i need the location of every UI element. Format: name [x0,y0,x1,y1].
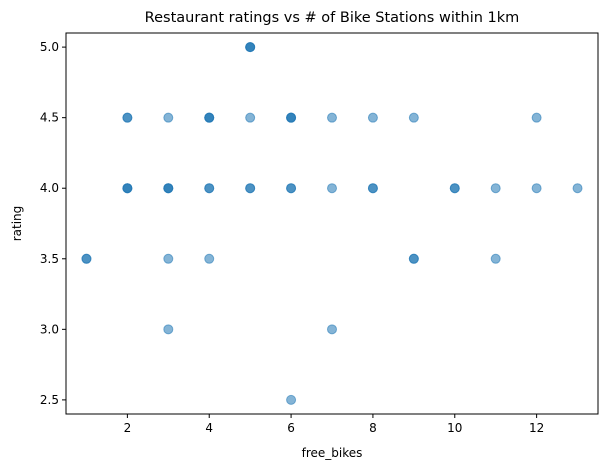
data-point [531,183,542,194]
data-point [122,112,133,123]
points-layer [81,42,583,405]
y-tick-label: 3.5 [40,252,59,266]
x-tick-label: 6 [287,421,295,435]
data-point [163,183,174,194]
data-point [163,253,174,264]
data-point [327,324,337,335]
data-point [286,394,297,405]
data-point [245,42,256,53]
y-tick-label: 3.0 [40,322,59,336]
data-point [327,183,337,194]
y-axis-label: rating [10,206,24,242]
data-point [408,253,419,264]
data-point [490,253,501,264]
data-point [286,183,297,194]
data-point [286,112,297,123]
y-axis-ticks: 2.5 3.0 3.5 4.0 4.5 5.0 [40,40,66,407]
data-point [204,253,215,264]
data-point [572,183,583,194]
data-point [163,324,174,335]
chart-title: Restaurant ratings vs # of Bike Stations… [145,10,520,26]
x-tick-label: 2 [124,421,132,435]
data-point [81,253,92,264]
x-tick-label: 12 [529,421,544,435]
data-point [327,112,337,123]
x-tick-label: 8 [369,421,377,435]
data-point [204,183,215,194]
y-tick-label: 2.5 [40,393,59,407]
x-tick-label: 4 [205,421,213,435]
y-tick-label: 4.5 [40,111,59,125]
data-point [122,183,133,194]
data-point [163,112,174,123]
x-axis-label: free_bikes [302,446,363,460]
data-point [449,183,460,194]
x-tick-label: 10 [447,421,462,435]
data-point [531,112,542,123]
data-point [367,112,378,123]
data-point [490,183,501,194]
data-point [245,112,256,123]
plot-frame [65,32,599,415]
data-point [408,112,419,123]
y-tick-label: 5.0 [40,40,59,54]
data-point [245,183,256,194]
data-point [204,112,215,123]
x-axis-ticks: 2 4 6 8 10 12 [124,414,544,435]
y-tick-label: 4.0 [40,181,59,195]
data-point [367,183,378,194]
